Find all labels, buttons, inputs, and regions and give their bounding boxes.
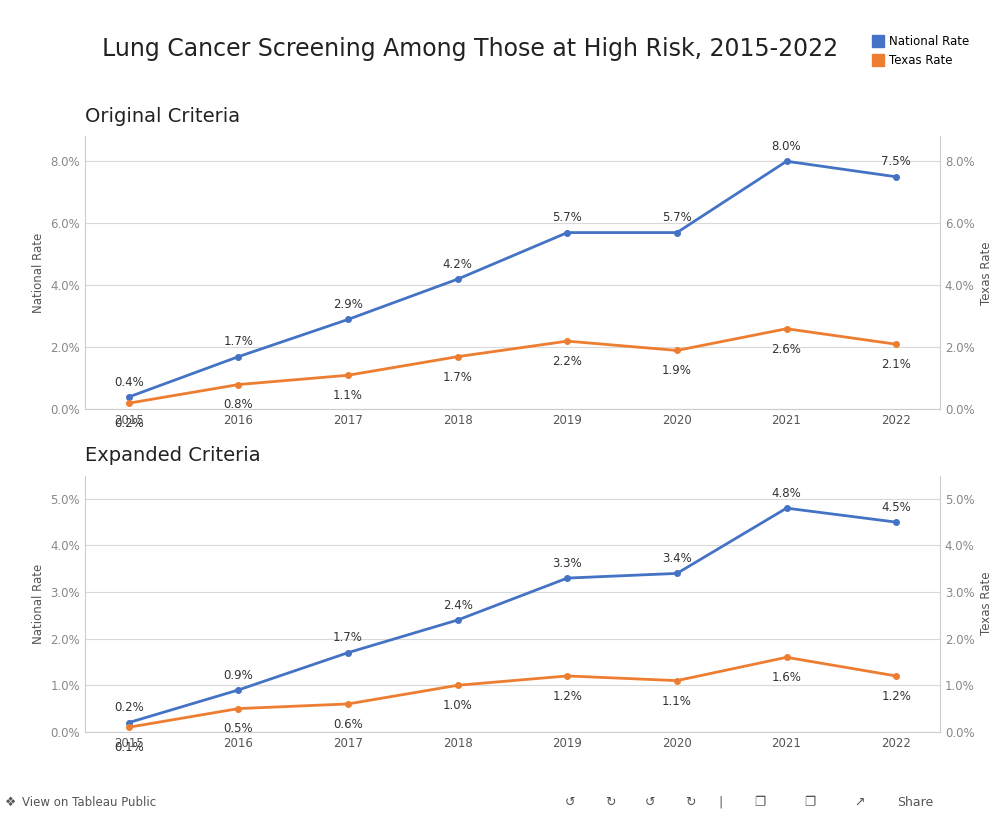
Text: 1.9%: 1.9% <box>662 365 692 377</box>
Text: 1.7%: 1.7% <box>443 370 473 384</box>
Text: 2.2%: 2.2% <box>552 355 582 368</box>
Text: 1.1%: 1.1% <box>333 390 363 402</box>
Text: 1.7%: 1.7% <box>224 335 253 348</box>
Text: 8.0%: 8.0% <box>772 140 801 153</box>
Text: 7.5%: 7.5% <box>881 155 911 169</box>
Y-axis label: National Rate: National Rate <box>32 232 45 313</box>
Text: Share: Share <box>897 796 933 809</box>
Text: ❐: ❐ <box>754 796 766 809</box>
Text: ↺: ↺ <box>645 796 655 809</box>
Text: 5.7%: 5.7% <box>662 211 692 224</box>
Text: 4.2%: 4.2% <box>443 258 473 270</box>
Text: |: | <box>718 796 722 809</box>
Text: 0.8%: 0.8% <box>224 399 253 412</box>
Text: 1.6%: 1.6% <box>772 672 801 684</box>
Text: 1.0%: 1.0% <box>443 699 473 712</box>
Text: 1.2%: 1.2% <box>881 690 911 703</box>
Text: 0.2%: 0.2% <box>114 701 144 715</box>
Text: ❖: ❖ <box>5 796 16 809</box>
Text: 3.4%: 3.4% <box>662 552 692 565</box>
Text: 5.7%: 5.7% <box>552 211 582 224</box>
Y-axis label: Texas Rate: Texas Rate <box>980 241 993 304</box>
Text: 2.1%: 2.1% <box>881 358 911 371</box>
Text: 1.7%: 1.7% <box>333 631 363 644</box>
Text: 4.5%: 4.5% <box>881 501 911 514</box>
Text: 2.6%: 2.6% <box>772 342 801 356</box>
Y-axis label: National Rate: National Rate <box>32 563 45 644</box>
Text: 0.5%: 0.5% <box>224 723 253 735</box>
Text: Lung Cancer Screening Among Those at High Risk, 2015-2022: Lung Cancer Screening Among Those at Hig… <box>102 37 838 61</box>
Text: 2.4%: 2.4% <box>443 599 473 612</box>
Text: 0.9%: 0.9% <box>224 668 253 681</box>
Text: 1.2%: 1.2% <box>552 690 582 703</box>
Text: 4.8%: 4.8% <box>772 487 801 500</box>
Text: 2.9%: 2.9% <box>333 298 363 311</box>
Text: 0.2%: 0.2% <box>114 417 144 430</box>
Y-axis label: Texas Rate: Texas Rate <box>980 572 993 635</box>
Legend: National Rate, Texas Rate: National Rate, Texas Rate <box>872 35 969 67</box>
Text: ↺: ↺ <box>565 796 575 809</box>
Text: ↗: ↗ <box>855 796 865 809</box>
Text: Original Criteria: Original Criteria <box>85 107 240 126</box>
Text: View on Tableau Public: View on Tableau Public <box>22 796 156 809</box>
Text: 0.4%: 0.4% <box>114 375 144 389</box>
Text: 3.3%: 3.3% <box>552 557 582 570</box>
Text: ↻: ↻ <box>685 796 695 809</box>
Text: 0.1%: 0.1% <box>114 741 144 754</box>
Text: Expanded Criteria: Expanded Criteria <box>85 446 261 465</box>
Text: 1.1%: 1.1% <box>662 695 692 708</box>
Text: 0.6%: 0.6% <box>333 718 363 731</box>
Text: ↻: ↻ <box>605 796 615 809</box>
Text: ❐: ❐ <box>804 796 816 809</box>
